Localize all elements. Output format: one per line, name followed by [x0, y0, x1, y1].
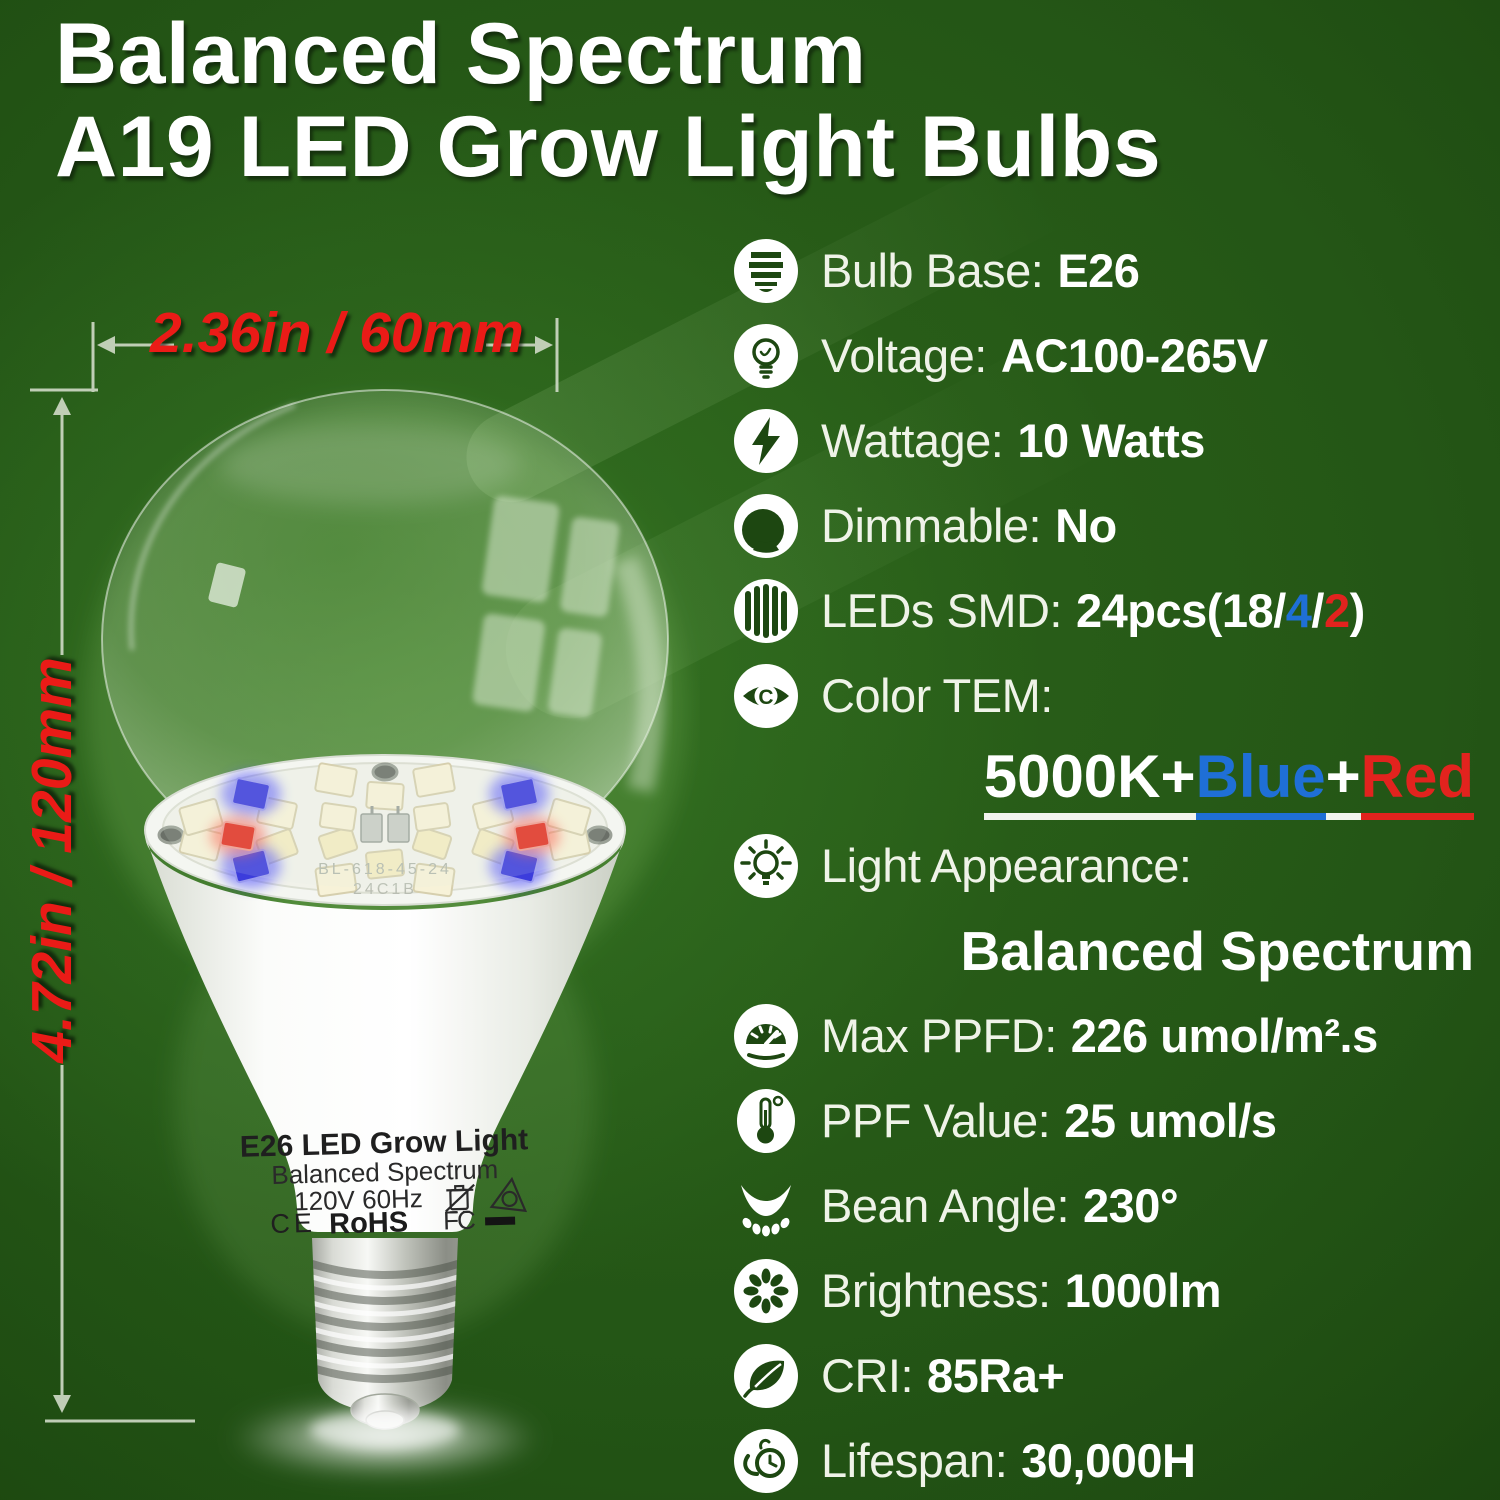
brightness-icon: [734, 1258, 798, 1323]
recycle-triangle-icon: [489, 1176, 528, 1213]
bulb-printing: E26 LED Grow Light Balanced Spectrum 120…: [239, 1123, 528, 1240]
cri-icon: [734, 1343, 798, 1408]
spec-row-max-ppfd: Max PPFD: 226 umol/m².s: [733, 993, 1488, 1078]
voltage-icon: [734, 323, 798, 388]
ppf-value-icon: [737, 1088, 795, 1153]
spec-list: Bulb Base: E26 Voltage: AC100-265V Wattage…: [733, 228, 1488, 1500]
bulb-body: [145, 835, 625, 1232]
spec-row-cri: CRI: 85Ra+: [733, 1333, 1488, 1418]
spec-row-leds-smd: LEDs SMD: 24pcs(18/4/2): [733, 568, 1488, 653]
print-spectrum: Balanced Spectrum: [271, 1154, 499, 1190]
light-appearance-icon: [734, 833, 798, 898]
fcc-mark: FC: [443, 1205, 476, 1236]
max-ppfd-icon: [734, 1003, 798, 1068]
spec-row-bean-angle: Bean Angle: 230°: [733, 1163, 1488, 1248]
lifespan-icon: [734, 1428, 798, 1493]
board-code-2: 24C1B: [353, 881, 417, 898]
wattage-icon: [734, 408, 798, 473]
leds-smd-value: 24pcs(18/4/2): [1076, 584, 1365, 637]
svg-text:C: C: [758, 686, 773, 709]
white-leds: [178, 762, 592, 898]
spec-row-dimmable: Dimmable: No: [733, 483, 1488, 568]
print-power: 120V 60Hz: [294, 1183, 423, 1216]
dimmable-icon: [734, 493, 798, 558]
small-window-reflection: [208, 562, 246, 608]
spec-row-lifespan: Lifespan: 30,000H: [733, 1418, 1488, 1500]
spec-row-brightness: Brightness: 1000lm: [733, 1248, 1488, 1333]
title-line-2: A19 LED Grow Light Bulbs: [55, 98, 1162, 195]
cert-marks: CE RoHS FC: [270, 1205, 516, 1240]
bulb-base-icon: [734, 238, 798, 303]
color-tem-value: 5000K+ Blue + Red: [733, 738, 1488, 823]
leds-smd-icon: [734, 578, 798, 643]
spec-row-color-tem: C Color TEM:: [733, 653, 1488, 738]
dome-edge-reflection: [612, 555, 665, 793]
spec-row-wattage: Wattage: 10 Watts: [733, 398, 1488, 483]
dome-top-highlight: [220, 425, 520, 505]
print-brand: E26 LED Grow Light: [239, 1123, 528, 1164]
glass-dome: [101, 389, 669, 891]
led-board: BL-618-45-24 24C1B: [144, 754, 626, 906]
rohs-mark: RoHS: [329, 1206, 409, 1240]
height-dimension-label: 4.72in / 120mm: [20, 657, 84, 1063]
trash-bin-icon: [445, 1183, 475, 1214]
spec-row-bulb-base: Bulb Base: E26: [733, 228, 1488, 313]
spec-row-light-appearance: Light Appearance:: [733, 823, 1488, 908]
board-connector: [360, 806, 410, 843]
spec-row-ppf-value: PPF Value: 25 umol/s: [733, 1078, 1488, 1163]
cert-bar: [485, 1216, 516, 1226]
spec-row-voltage: Voltage: AC100-265V: [733, 313, 1488, 398]
bulb-photo: BL-618-45-24 24C1B E26 LED Grow Light Ba…: [85, 389, 685, 1476]
light-appearance-value: Balanced Spectrum: [960, 919, 1474, 982]
ce-mark: CE: [270, 1208, 316, 1239]
spec-value: E26: [1057, 244, 1140, 297]
bean-angle-icon: [741, 1184, 791, 1236]
page-title: Balanced Spectrum A19 LED Grow Light Bul…: [55, 8, 1161, 194]
spec-label: Bulb Base:: [821, 244, 1044, 297]
red-leds: [210, 816, 560, 856]
color-tem-icon: C: [734, 663, 798, 728]
width-dimension-label: 2.36in / 60mm: [150, 301, 524, 365]
window-reflection: [472, 496, 620, 718]
title-line-1: Balanced Spectrum: [55, 6, 867, 102]
board-code-1: BL-618-45-24: [318, 861, 452, 878]
